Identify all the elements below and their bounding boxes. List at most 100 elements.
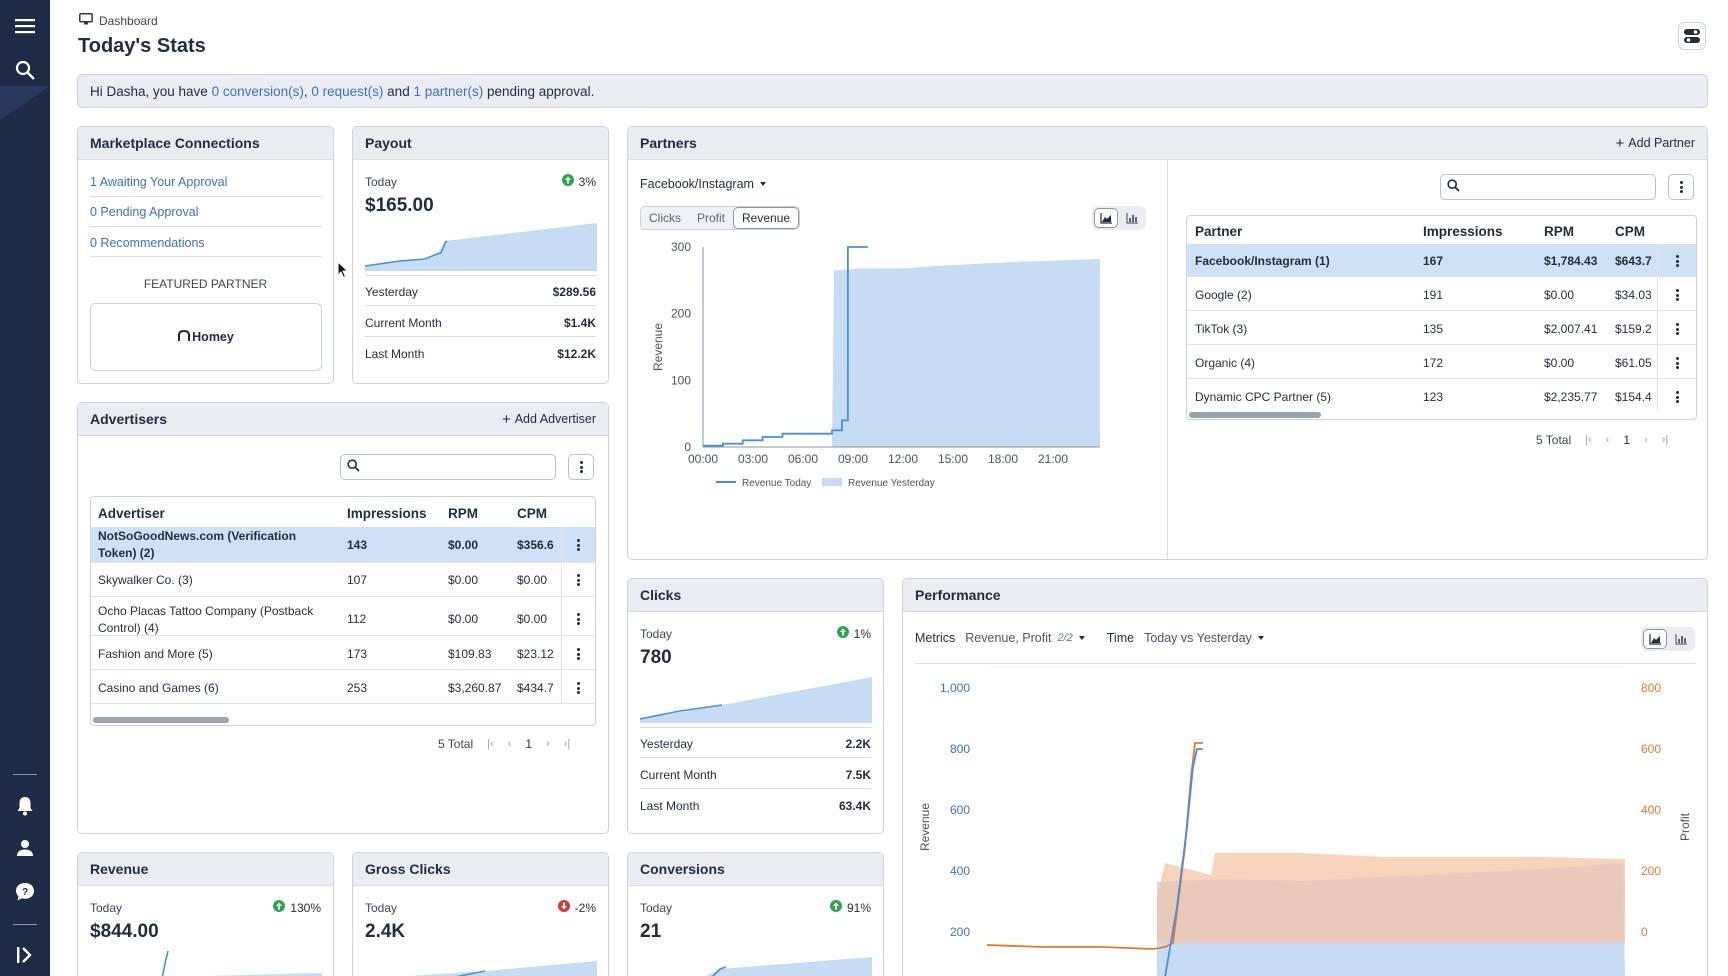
recommendations-link[interactable]: 0 Recommendations xyxy=(90,236,205,250)
row-menu-icon[interactable] xyxy=(573,538,583,552)
partner-name[interactable]: Facebook/Instagram (1) xyxy=(1195,254,1330,268)
first-page-icon[interactable]: |‹ xyxy=(487,738,494,750)
sparkline-area xyxy=(208,973,322,976)
last-page-icon[interactable]: ›| xyxy=(1661,434,1669,446)
column-header[interactable]: Advertiser xyxy=(98,506,165,521)
horizontal-scrollbar[interactable] xyxy=(93,717,229,723)
legend-label: Revenue Today xyxy=(742,478,811,489)
partner-name[interactable]: Organic (4) xyxy=(1195,356,1256,370)
partner-options-button[interactable] xyxy=(1668,174,1694,200)
today-label: Today xyxy=(640,901,673,915)
advertiser-name-cont[interactable]: Token) (2) xyxy=(98,546,155,560)
featured-partner-label: FEATURED PARTNER xyxy=(143,277,268,291)
partner-search-input[interactable] xyxy=(1440,174,1656,200)
row-menu-icon[interactable] xyxy=(1672,322,1682,336)
toggle-icon[interactable] xyxy=(1678,22,1706,50)
conversions-link[interactable]: 0 conversion(s) xyxy=(211,83,304,99)
partner-name[interactable]: Dynamic CPC Partner (5) xyxy=(1195,390,1332,404)
requests-link[interactable]: 0 request(s) xyxy=(311,83,384,99)
partners-link[interactable]: 1 partner(s) xyxy=(413,83,484,99)
prev-page-icon[interactable]: ‹ xyxy=(507,738,512,750)
partner-name[interactable]: Google (2) xyxy=(1195,288,1252,302)
y-tick-label: 0 xyxy=(684,440,691,454)
pending-approval-link[interactable]: 0 Pending Approval xyxy=(90,205,199,219)
trend-up-icon xyxy=(829,900,842,915)
tab-revenue[interactable]: Revenue xyxy=(733,207,800,229)
row-menu-icon[interactable] xyxy=(573,612,583,626)
row-menu-icon[interactable] xyxy=(573,573,583,587)
advertiser-search-input[interactable] xyxy=(340,454,556,480)
featured-partner-card[interactable]: Homey xyxy=(90,303,322,371)
advertiser-name[interactable]: Casino and Games (6) xyxy=(98,681,219,695)
expand-icon[interactable] xyxy=(12,942,38,968)
row-menu-icon[interactable] xyxy=(1672,356,1682,370)
row-menu-icon[interactable] xyxy=(1672,390,1682,404)
horizontal-scrollbar[interactable] xyxy=(1189,412,1321,418)
row-value: $1.4K xyxy=(563,316,596,330)
row-menu-icon[interactable] xyxy=(1672,288,1682,302)
change-indicator: 3% xyxy=(561,174,596,189)
metrics-dropdown[interactable]: Revenue, Profit 2/2 xyxy=(965,631,1085,645)
change-indicator: 130% xyxy=(273,900,321,915)
user-icon[interactable] xyxy=(12,835,38,861)
card-title: Partners xyxy=(640,135,697,151)
row-divider xyxy=(91,669,595,670)
row-menu-icon[interactable] xyxy=(573,647,583,661)
bell-icon[interactable] xyxy=(12,793,38,819)
divider xyxy=(365,305,596,306)
advertiser-name[interactable]: Fashion and More (5) xyxy=(98,647,213,661)
last-page-icon[interactable]: ›| xyxy=(563,738,571,750)
help-icon[interactable]: ? xyxy=(12,879,38,905)
x-tick-label: 00:00 xyxy=(688,452,718,466)
advertiser-options-button[interactable] xyxy=(568,454,594,480)
add-partner-button[interactable]: + Add Partner xyxy=(1616,136,1695,151)
advertiser-name-cont[interactable]: Control) (4) xyxy=(98,621,159,635)
tab-profit[interactable]: Profit xyxy=(697,211,726,225)
dropdown-value: Facebook/Instagram xyxy=(640,177,754,191)
table-row-selected[interactable] xyxy=(1187,244,1696,276)
prev-page-icon[interactable]: ‹ xyxy=(1605,434,1610,446)
area-chart-icon[interactable] xyxy=(1643,629,1667,649)
column-header[interactable]: CPM xyxy=(1615,224,1645,239)
bar-chart-icon[interactable] xyxy=(1120,208,1144,228)
next-page-icon[interactable]: › xyxy=(1644,434,1648,446)
current-page[interactable]: 1 xyxy=(1623,433,1631,447)
row-label: Current Month xyxy=(640,768,717,782)
first-page-icon[interactable]: |‹ xyxy=(1585,434,1592,446)
advertiser-name[interactable]: NotSoGoodNews.com (Verification xyxy=(98,529,297,543)
series-line-profit-today xyxy=(986,742,1203,950)
partner-name[interactable]: TikTok (3) xyxy=(1195,322,1248,336)
card-title: Performance xyxy=(915,587,1001,603)
svg-text:?: ? xyxy=(22,887,28,898)
column-header[interactable]: Partner xyxy=(1195,224,1243,239)
column-header[interactable]: Impressions xyxy=(347,506,427,521)
menu-icon[interactable] xyxy=(12,13,38,39)
search-icon[interactable] xyxy=(12,57,38,83)
y-tick-label: 400 xyxy=(950,864,970,878)
awaiting-approval-link[interactable]: 1 Awaiting Your Approval xyxy=(90,175,228,189)
area-chart-icon[interactable] xyxy=(1094,208,1118,228)
column-header[interactable]: RPM xyxy=(448,506,478,521)
column-header[interactable]: CPM xyxy=(517,506,547,521)
time-dropdown[interactable]: Today vs Yesterday xyxy=(1144,631,1264,645)
impressions-cell: 135 xyxy=(1423,322,1444,336)
advertiser-search-field[interactable] xyxy=(366,460,555,474)
card-title: Conversions xyxy=(640,861,725,877)
column-header[interactable]: RPM xyxy=(1544,224,1574,239)
column-header[interactable]: Impressions xyxy=(1423,224,1503,239)
rpm-cell: $3,260.87 xyxy=(448,681,502,695)
partner-source-dropdown[interactable]: Facebook/Instagram xyxy=(640,177,766,191)
add-advertiser-button[interactable]: + Add Advertiser xyxy=(502,412,596,427)
table-row-selected[interactable] xyxy=(91,527,595,562)
partner-search-field[interactable] xyxy=(1466,180,1655,194)
current-page[interactable]: 1 xyxy=(525,737,533,751)
next-page-icon[interactable]: › xyxy=(546,738,550,750)
bar-chart-icon[interactable] xyxy=(1669,629,1693,649)
breadcrumb[interactable]: Dashboard xyxy=(79,13,158,28)
row-menu-icon[interactable] xyxy=(1672,254,1682,268)
advertiser-name[interactable]: Skywalker Co. (3) xyxy=(98,573,193,587)
row-menu-icon[interactable] xyxy=(573,681,583,695)
row-divider xyxy=(91,596,595,597)
tab-clicks[interactable]: Clicks xyxy=(649,211,681,225)
advertiser-name[interactable]: Ocho Placas Tattoo Company (Postback xyxy=(98,604,314,618)
